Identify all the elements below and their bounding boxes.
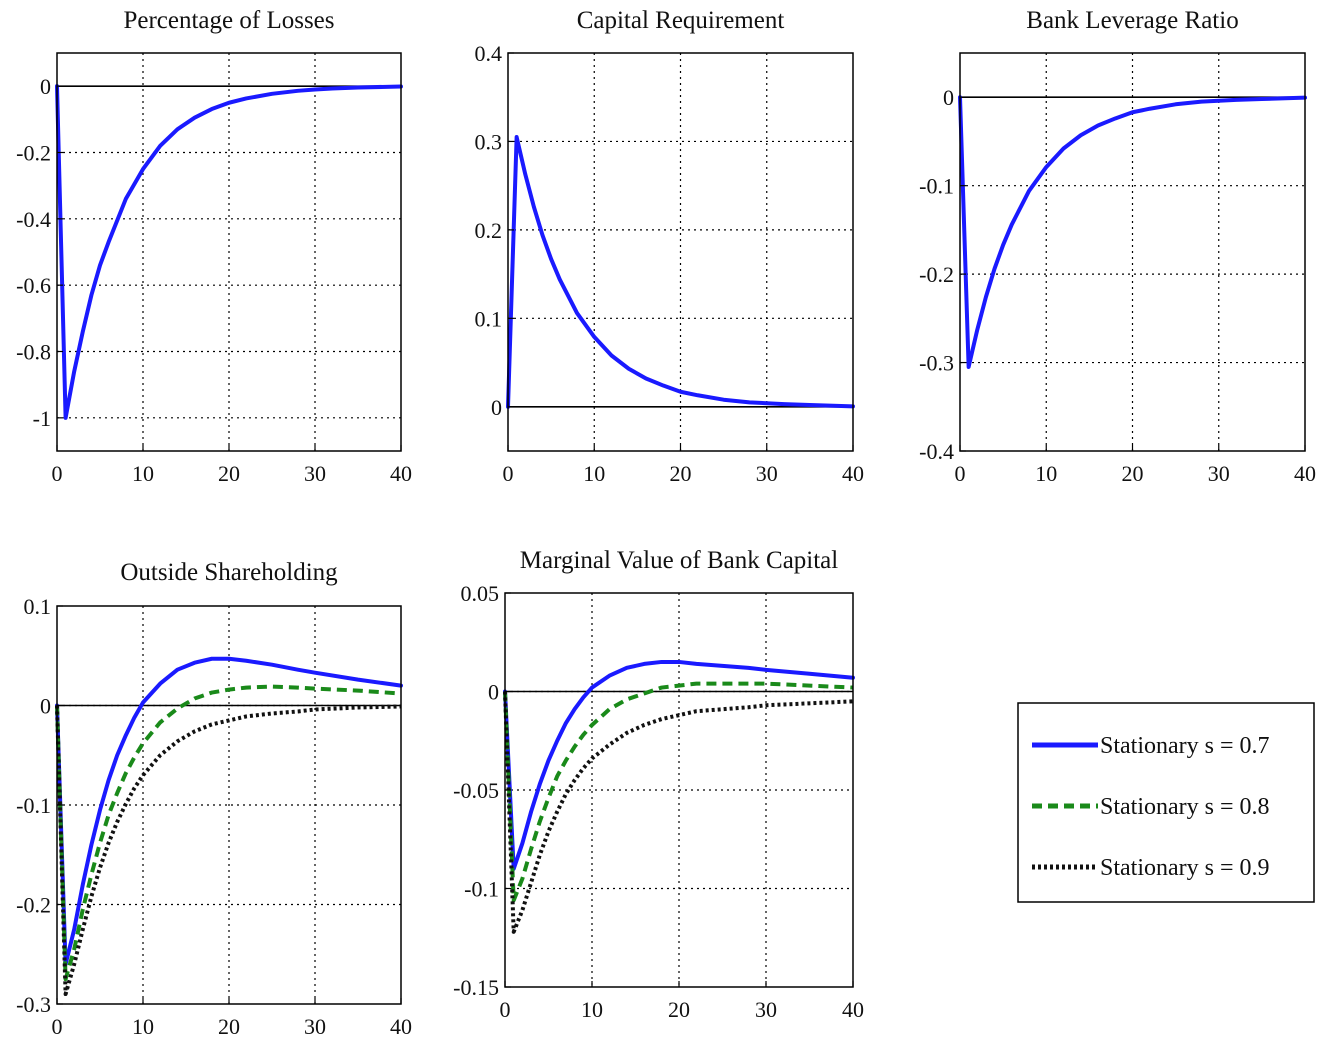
series-line-3	[55, 704, 402, 997]
x-tick-label: 20	[670, 461, 692, 486]
y-tick-label: -0.1	[919, 174, 954, 199]
y-tick-label: -0.8	[16, 340, 51, 365]
y-tick-label: -0.3	[16, 992, 51, 1017]
x-tick-label: 40	[390, 461, 412, 486]
y-tick-label: -0.2	[919, 262, 954, 287]
series-line-1	[55, 656, 403, 967]
legend-label-3: Stationary s = 0.9	[1100, 855, 1270, 881]
chart-panel-1: Percentage of Losses 0 10 20 30 40 0 -0.2 -0.4 -0…	[16, 7, 412, 486]
series-line-1	[55, 84, 403, 420]
chart-panel-5: Marginal Value of Bank Capital 0 10 20 30 40 0…	[453, 547, 864, 1022]
x-tick-label: 10	[132, 461, 154, 486]
y-tick-label: -0.1	[16, 793, 51, 818]
y-tick-label: -0.15	[453, 975, 499, 1000]
legend-label-1: Stationary s = 0.7	[1100, 733, 1270, 759]
x-tick-label: 40	[842, 997, 864, 1022]
series-group	[958, 95, 1307, 369]
legend-label-2: Stationary s = 0.8	[1100, 794, 1270, 820]
x-tick-label: 30	[304, 1014, 326, 1039]
series-line-2	[503, 681, 854, 903]
y-tick-label: -1	[33, 406, 51, 431]
chart-panel-4: Outside Shareholding 0 10 20 30 40 0.1 0 -0.1 -0.…	[16, 559, 412, 1039]
y-tick-label: -0.3	[919, 351, 954, 376]
y-tick-label: 0	[40, 694, 51, 719]
x-tick-label: 0	[52, 461, 63, 486]
x-tick-label: 30	[755, 997, 777, 1022]
x-tick-label: 20	[218, 461, 240, 486]
x-tick-label: 40	[842, 461, 864, 486]
x-tick-label: 30	[1208, 461, 1230, 486]
y-tick-label: 0.1	[475, 306, 503, 331]
chart-title: Marginal Value of Bank Capital	[520, 547, 839, 574]
y-tick-label: -0.4	[16, 207, 51, 232]
y-tick-label: 0	[40, 74, 51, 99]
chart-title: Outside Shareholding	[120, 559, 338, 586]
x-tick-label: 0	[503, 461, 514, 486]
y-tick-label: 0	[491, 395, 502, 420]
chart-panel-2: Capital Requirement 0 10 20 30 40 0 0.1 0.2 0.3 0.…	[475, 7, 865, 486]
y-tick-label: -0.05	[453, 778, 499, 803]
y-tick-label: 0.2	[475, 218, 503, 243]
y-tick-label: 0	[943, 85, 954, 110]
chart-title: Capital Requirement	[577, 7, 785, 34]
legend: Stationary s = 0.7 Stationary s = 0.8 Stat…	[1017, 702, 1315, 903]
y-tick-label: 0	[488, 680, 499, 705]
x-tick-label: 10	[132, 1014, 154, 1039]
series-group	[55, 656, 403, 997]
x-tick-label: 30	[304, 461, 326, 486]
y-tick-label: -0.2	[16, 893, 51, 918]
chart-title: Percentage of Losses	[123, 7, 334, 34]
series-group	[506, 135, 855, 409]
series-group	[55, 84, 403, 420]
series-line-2	[55, 684, 402, 982]
x-tick-label: 20	[1122, 461, 1144, 486]
x-tick-label: 20	[218, 1014, 240, 1039]
series-group	[503, 659, 855, 934]
x-tick-label: 10	[581, 997, 603, 1022]
x-tick-label: 0	[955, 461, 966, 486]
y-tick-label: 0.4	[475, 41, 503, 66]
series-line-1	[506, 135, 855, 409]
x-tick-label: 30	[756, 461, 778, 486]
legend-box	[1017, 702, 1315, 903]
series-line-3	[503, 691, 854, 934]
y-tick-label: -0.2	[16, 141, 51, 166]
x-tick-label: 40	[390, 1014, 412, 1039]
chart-title: Bank Leverage Ratio	[1026, 7, 1238, 34]
y-tick-label: -0.4	[919, 439, 954, 464]
y-tick-label: -0.6	[16, 273, 51, 298]
x-tick-label: 10	[1035, 461, 1057, 486]
chart-panel-3: Bank Leverage Ratio 0 10 20 30 40 0 -0.1 -0.2 -0.…	[919, 7, 1316, 486]
x-tick-label: 0	[52, 1014, 63, 1039]
x-tick-label: 0	[500, 997, 511, 1022]
series-line-1	[958, 95, 1307, 369]
x-tick-label: 10	[583, 461, 605, 486]
y-tick-label: -0.1	[464, 877, 499, 902]
y-tick-label: 0.1	[24, 594, 52, 619]
y-tick-label: 0.05	[461, 581, 500, 606]
x-tick-label: 40	[1294, 461, 1316, 486]
series-line-1	[503, 659, 855, 871]
y-tick-label: 0.3	[475, 129, 503, 154]
x-tick-label: 20	[668, 997, 690, 1022]
